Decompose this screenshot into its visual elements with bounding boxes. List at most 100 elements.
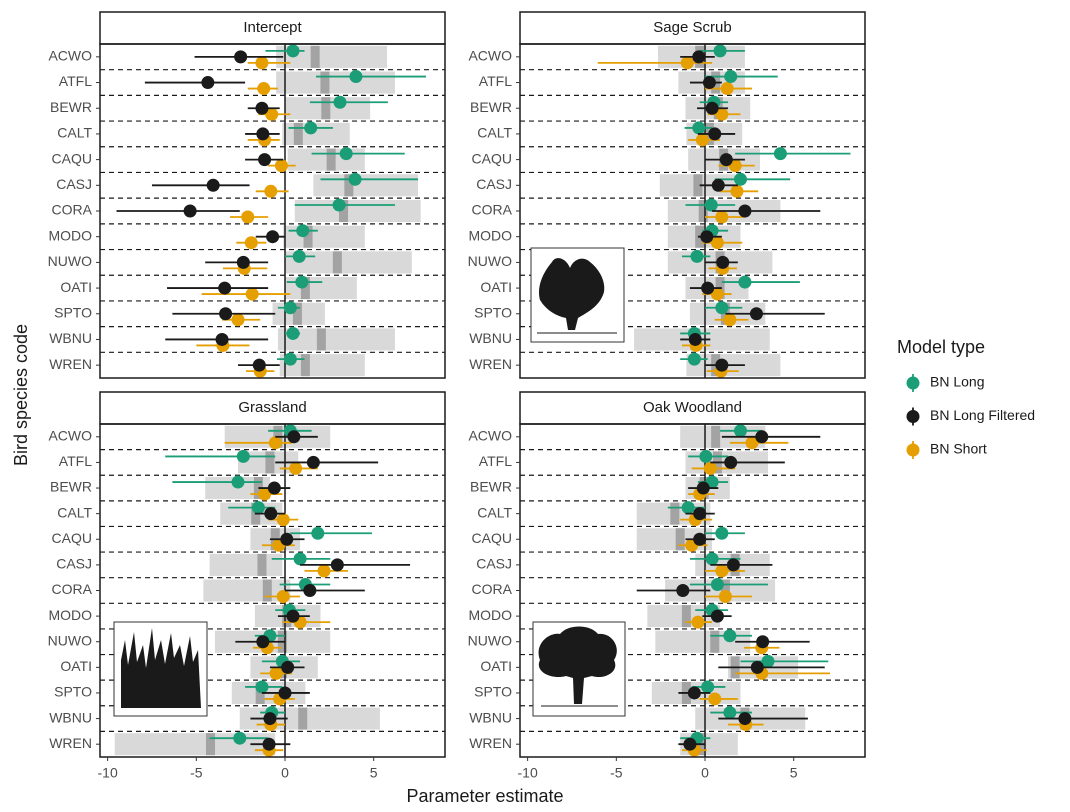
band: [313, 174, 419, 197]
band: [209, 553, 283, 576]
point: [264, 184, 278, 198]
band: [285, 251, 412, 274]
band-mid: [300, 354, 310, 377]
point: [330, 558, 344, 572]
y-tick-label: ATFL: [479, 73, 512, 89]
point: [701, 281, 715, 295]
point: [219, 307, 233, 321]
point: [286, 609, 300, 623]
panels: Intercept ACWO ATFL BEWR CALT CAQU CASJ CORA MOD…: [48, 11, 866, 781]
point: [263, 712, 277, 726]
sage-icon: [530, 247, 625, 343]
point: [738, 712, 752, 726]
point: [715, 107, 729, 121]
y-tick-label: BEWR: [470, 479, 512, 495]
oak-icon: [532, 621, 626, 717]
y-tick-label: NUWO: [468, 632, 512, 648]
point: [718, 590, 732, 603]
point: [311, 526, 325, 540]
point: [295, 275, 309, 289]
y-tick-label: BEWR: [50, 479, 92, 495]
point: [348, 172, 362, 186]
x-tick-label: -5: [610, 765, 623, 781]
point: [723, 313, 737, 327]
band: [276, 71, 395, 94]
y-tick-label: WBNU: [469, 709, 512, 725]
band-mid: [339, 199, 349, 223]
point: [716, 255, 730, 269]
y-tick-label: CASJ: [56, 556, 92, 572]
point: [303, 584, 317, 597]
band: [294, 199, 421, 223]
y-tick-label: CAQU: [472, 530, 512, 546]
point: [688, 332, 702, 346]
point: [256, 635, 270, 649]
point: [283, 352, 297, 366]
point: [687, 352, 701, 366]
point: [283, 301, 297, 315]
panel: Sage Scrub ACWO ATFL BEWR CALT CAQU CASJ CORA MO…: [468, 11, 866, 379]
point: [708, 127, 722, 141]
point: [236, 449, 250, 463]
y-tick-label: OATI: [480, 658, 512, 674]
y-tick-label: MODO: [48, 607, 92, 623]
y-tick-label: CAQU: [52, 150, 92, 166]
y-tick-label: WREN: [469, 735, 512, 751]
point: [276, 590, 290, 603]
point: [705, 552, 719, 566]
x-tick-label: 0: [281, 765, 289, 781]
y-tick-label: SPTO: [54, 304, 92, 320]
point: [683, 737, 697, 751]
legend-label: BN Long Filtered: [930, 407, 1035, 423]
panel: Oak Woodland ACWO ATFL BEWR CALT CAQU CASJ CORA…: [468, 391, 866, 781]
point: [702, 76, 716, 90]
band-mid: [293, 122, 303, 145]
point: [724, 70, 738, 84]
point: [255, 680, 269, 694]
point: [730, 184, 744, 198]
y-tick-label: WBNU: [469, 330, 512, 346]
band-mid: [321, 97, 331, 120]
band-mid: [300, 277, 310, 300]
y-tick-label: CASJ: [476, 176, 512, 192]
y-tick-label: MODO: [468, 227, 512, 243]
y-tick-label: CORA: [52, 202, 93, 218]
point: [724, 455, 738, 469]
point: [713, 44, 727, 58]
point: [258, 487, 272, 501]
y-tick-label: CASJ: [476, 556, 512, 572]
point: [236, 255, 250, 269]
point: [293, 552, 307, 566]
y-tick-label: WBNU: [49, 709, 92, 725]
band-mid: [711, 425, 721, 448]
y-tick-label: NUWO: [468, 253, 512, 269]
y-tick-label: CORA: [472, 202, 513, 218]
y-tick-label: BEWR: [470, 99, 512, 115]
point: [738, 204, 752, 218]
point: [278, 686, 292, 700]
y-tick-label: ATFL: [59, 453, 92, 469]
y-tick-label: WREN: [49, 356, 92, 372]
point: [256, 127, 270, 141]
point: [233, 731, 247, 745]
point: [756, 635, 770, 649]
panel-title: Grassland: [238, 399, 306, 416]
y-tick-label: OATI: [480, 279, 512, 295]
point: [726, 558, 740, 572]
point: [339, 147, 353, 161]
point: [215, 332, 229, 346]
y-tick-label: ACWO: [48, 428, 92, 444]
point: [255, 101, 269, 115]
point: [268, 436, 282, 450]
y-tick-label: MODO: [48, 227, 92, 243]
y-tick-label: CAQU: [472, 150, 512, 166]
band-mid: [675, 528, 685, 551]
y-tick-label: NUWO: [48, 632, 92, 648]
point: [723, 629, 737, 643]
point: [258, 153, 272, 167]
x-tick-label: 5: [790, 765, 798, 781]
band-mid: [298, 707, 308, 730]
point: [705, 101, 719, 115]
y-tick-label: SPTO: [54, 684, 92, 700]
